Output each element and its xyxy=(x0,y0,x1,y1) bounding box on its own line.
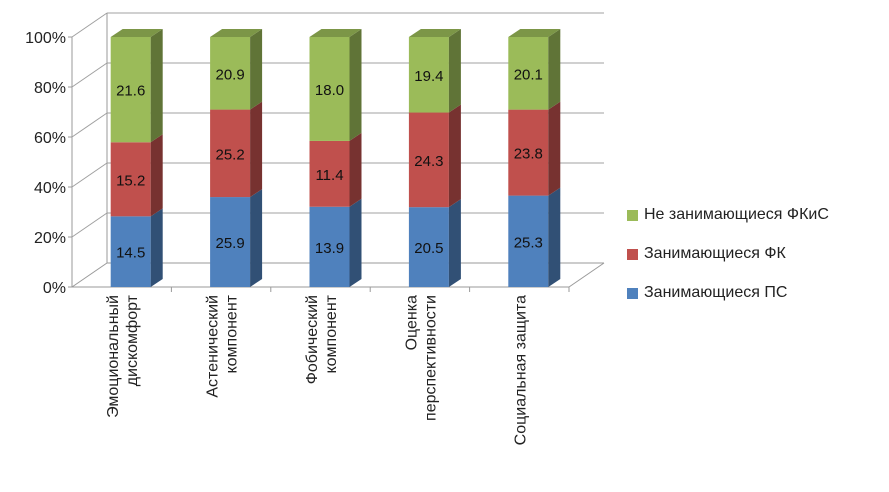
gridline-side xyxy=(71,112,108,138)
bar-side xyxy=(548,187,561,287)
y-tick-label: 0% xyxy=(43,280,66,297)
data-label: 13.9 xyxy=(315,240,344,257)
bar-front xyxy=(408,112,449,208)
y-axis-ticks: 0% 20% 40% 60% 80% 100% xyxy=(25,30,72,297)
bar-front xyxy=(508,37,549,110)
bar-front xyxy=(210,197,251,287)
data-label: 20.5 xyxy=(414,240,443,257)
legend-item: Занимающиеся ФК xyxy=(627,244,829,264)
data-label: 20.1 xyxy=(514,66,543,83)
bar-front xyxy=(508,109,549,196)
bar-segment xyxy=(110,29,163,143)
bar-side xyxy=(349,198,362,287)
x-tick-label: Оценка перспективности xyxy=(403,295,439,421)
bar-front xyxy=(210,37,251,110)
data-label: 11.4 xyxy=(315,167,343,184)
bar-side xyxy=(250,29,263,110)
y-tick-label: 100% xyxy=(25,30,66,47)
bar-front xyxy=(110,142,151,217)
bar-side xyxy=(150,29,163,143)
legend-swatch xyxy=(627,209,638,221)
legend-item: Занимающиеся ПС xyxy=(627,283,829,303)
data-label: 15.2 xyxy=(116,172,145,189)
bar-segment xyxy=(508,187,561,287)
bar-side xyxy=(448,104,461,208)
bar-front xyxy=(408,37,449,113)
legend-swatch xyxy=(627,287,638,299)
bar-side xyxy=(448,29,461,113)
bar-side xyxy=(349,132,362,207)
legend-label: Не занимающиеся ФКиС xyxy=(644,206,829,223)
legend-item: Не занимающиеся ФКиС xyxy=(627,205,829,225)
bar-front xyxy=(110,37,151,143)
x-tick-label: Эмоциональный дискомфорт xyxy=(105,294,141,418)
bar-top xyxy=(110,29,163,37)
bar-top xyxy=(408,29,461,37)
bar-segment xyxy=(408,104,461,208)
floor-right-edge xyxy=(568,262,605,288)
bar-top xyxy=(210,29,263,37)
bar-side xyxy=(548,29,561,110)
bar-segment xyxy=(309,198,362,287)
gridline-side xyxy=(71,162,108,188)
bar-side xyxy=(448,199,461,287)
bar-side xyxy=(548,101,561,196)
data-label: 18.0 xyxy=(315,82,344,99)
gridline-side xyxy=(71,62,108,88)
data-label: 20.9 xyxy=(215,66,244,83)
y-tick-label: 20% xyxy=(34,230,66,247)
bar-segment xyxy=(408,29,461,113)
bar-top xyxy=(309,29,362,37)
bar-segment xyxy=(508,101,561,196)
legend: Не занимающиеся ФКиС Занимающиеся ФК Зан… xyxy=(627,205,829,322)
x-tick-label: Астенический компонент xyxy=(205,294,241,397)
bar-segment xyxy=(508,29,561,110)
x-tick-label: Фобический компонент xyxy=(304,294,340,384)
legend-label: Занимающиеся ФК xyxy=(644,245,786,262)
bar-front xyxy=(408,207,449,287)
gridline-side xyxy=(71,212,108,238)
y-tick-label: 40% xyxy=(34,180,66,197)
bar-segment xyxy=(210,189,263,287)
data-label: 19.4 xyxy=(414,68,443,85)
data-label: 25.3 xyxy=(514,234,543,251)
bar-top xyxy=(508,29,561,37)
x-tick-label: Социальная защита xyxy=(512,295,529,445)
data-label: 21.6 xyxy=(116,83,145,100)
bar-front xyxy=(508,195,549,287)
bar-segment xyxy=(110,208,163,287)
legend-swatch xyxy=(627,248,638,260)
data-label: 25.2 xyxy=(215,146,244,163)
bar-segment xyxy=(210,101,263,198)
legend-label: Занимающиеся ПС xyxy=(644,284,788,301)
data-label: 14.5 xyxy=(116,245,145,262)
bar-segment xyxy=(110,134,163,217)
bar-front xyxy=(210,109,251,198)
bar-front xyxy=(309,206,350,287)
y-tick-label: 60% xyxy=(34,130,66,147)
bar-side xyxy=(250,101,263,198)
bar-segment xyxy=(210,29,263,110)
bar-side xyxy=(349,29,362,141)
bar-front xyxy=(309,37,350,141)
bar-side xyxy=(150,134,163,217)
data-label: 24.3 xyxy=(414,153,443,170)
data-label: 25.9 xyxy=(215,235,244,252)
x-axis-ticks: Эмоциональный дискомфорт Астенический компо… xyxy=(105,287,570,445)
gridline-side xyxy=(71,12,108,38)
data-labels: 14.5 15.2 21.6 25.9 25.2 20.9 13.9 11.4 18.0 20.5… xyxy=(116,66,543,261)
bar-front xyxy=(110,216,151,287)
bar-segment xyxy=(408,199,461,287)
y-tick-label: 80% xyxy=(34,80,66,97)
bar-front xyxy=(309,140,350,207)
data-label: 23.8 xyxy=(514,146,543,163)
bar-side xyxy=(150,208,163,287)
bars xyxy=(110,29,561,287)
bar-segment xyxy=(309,132,362,207)
bar-side xyxy=(250,189,263,287)
bar-segment xyxy=(309,29,362,141)
